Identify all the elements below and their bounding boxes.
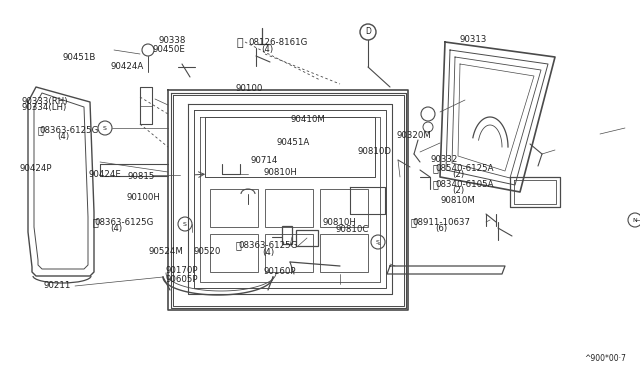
Text: 08911-10637: 08911-10637 — [413, 218, 471, 227]
Text: 08363-6125G: 08363-6125G — [40, 126, 99, 135]
Bar — [210, 189, 258, 227]
Text: ⓓ: ⓓ — [237, 38, 243, 48]
Text: Ⓢ: Ⓢ — [433, 163, 438, 173]
Text: (4): (4) — [58, 132, 70, 141]
Bar — [320, 234, 368, 272]
Bar — [320, 189, 368, 227]
Text: 90170P: 90170P — [165, 266, 198, 275]
Text: 90100H: 90100H — [127, 193, 161, 202]
Text: 90424P: 90424P — [19, 164, 52, 173]
Text: Ⓝ: Ⓝ — [410, 218, 416, 227]
Text: 90810C: 90810C — [335, 225, 369, 234]
Text: 90332: 90332 — [430, 155, 458, 164]
Text: (2): (2) — [452, 186, 464, 195]
Text: 90333(RH): 90333(RH) — [22, 97, 68, 106]
Text: 90605P: 90605P — [165, 275, 198, 284]
Text: 90313: 90313 — [460, 35, 487, 44]
Text: (2): (2) — [452, 170, 464, 179]
Bar — [282, 226, 292, 244]
Text: 08363-6125G: 08363-6125G — [238, 241, 298, 250]
Text: 90424E: 90424E — [88, 170, 121, 179]
Bar — [265, 234, 313, 272]
Text: 90320M: 90320M — [397, 131, 431, 140]
Text: 90211: 90211 — [44, 281, 71, 290]
Text: S: S — [376, 240, 380, 244]
Text: (4): (4) — [110, 224, 122, 233]
Text: 90714: 90714 — [251, 156, 278, 165]
Text: Ⓢ: Ⓢ — [37, 125, 43, 135]
Text: 08340-6105A: 08340-6105A — [435, 180, 493, 189]
Text: 90410M: 90410M — [291, 115, 325, 124]
Text: 90810D: 90810D — [357, 147, 391, 155]
Text: 90524M: 90524M — [148, 247, 183, 256]
Text: ^900*00·7: ^900*00·7 — [584, 354, 626, 363]
Bar — [210, 234, 258, 272]
Text: Ⓢ: Ⓢ — [236, 241, 241, 250]
Text: 90451A: 90451A — [276, 138, 310, 147]
Text: (4): (4) — [261, 45, 273, 54]
Text: 90424A: 90424A — [110, 62, 143, 71]
Text: 90160P: 90160P — [264, 267, 296, 276]
Text: 08126-8161G: 08126-8161G — [248, 38, 308, 47]
Text: 90810H: 90810H — [323, 218, 356, 227]
Text: S: S — [103, 125, 107, 131]
Text: 90815: 90815 — [128, 172, 156, 181]
Text: S: S — [183, 221, 187, 227]
Text: (6): (6) — [435, 224, 447, 233]
Text: 90810H: 90810H — [264, 169, 298, 177]
Text: N: N — [632, 218, 637, 222]
Text: 90520: 90520 — [193, 247, 221, 256]
Bar — [296, 230, 318, 246]
Text: 90338: 90338 — [159, 36, 186, 45]
Text: (4): (4) — [262, 248, 275, 257]
Text: Ⓢ: Ⓢ — [433, 179, 438, 189]
Text: 90450E: 90450E — [152, 45, 185, 54]
Text: 90334(LH): 90334(LH) — [22, 103, 67, 112]
Text: 90810M: 90810M — [440, 196, 475, 205]
Text: 90100: 90100 — [236, 84, 263, 93]
Text: D: D — [365, 28, 371, 36]
Bar — [265, 189, 313, 227]
Text: 08363-6125G: 08363-6125G — [95, 218, 154, 227]
Text: 90451B: 90451B — [63, 53, 96, 62]
Text: 08540-6125A: 08540-6125A — [435, 164, 493, 173]
Text: Ⓢ: Ⓢ — [92, 218, 98, 227]
